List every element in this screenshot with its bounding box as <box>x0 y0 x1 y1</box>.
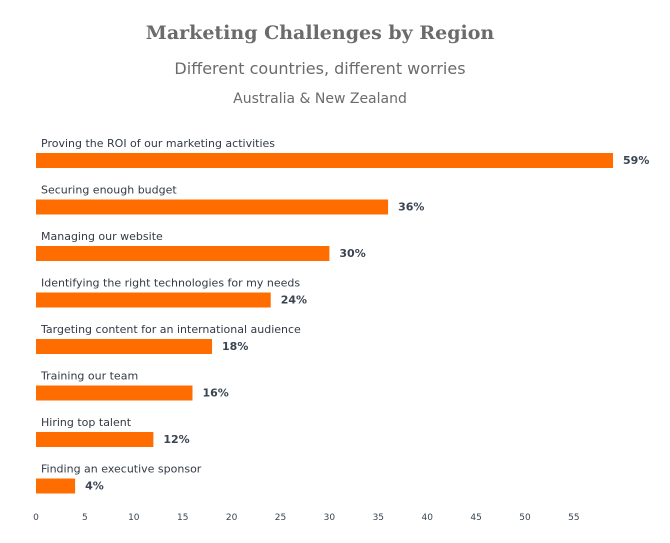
bar <box>36 292 271 308</box>
x-tick-label: 0 <box>33 513 39 523</box>
category-label: Finding an executive sponsor <box>41 463 202 476</box>
x-tick-label: 5 <box>82 513 88 523</box>
category-label: Securing enough budget <box>41 184 177 197</box>
category-label: Identifying the right technologies for m… <box>41 277 300 290</box>
value-label: 12% <box>163 433 189 446</box>
bar <box>36 153 614 168</box>
bar <box>36 385 193 401</box>
category-label: Targeting content for an international a… <box>40 323 301 336</box>
category-label: Proving the ROI of our marketing activit… <box>41 137 275 150</box>
x-tick-label: 10 <box>128 513 140 523</box>
value-label: 16% <box>202 387 228 400</box>
chart-region-label: Australia & New Zealand <box>233 91 407 107</box>
value-label: 18% <box>222 340 248 353</box>
bar <box>36 246 330 261</box>
x-tick-label: 50 <box>519 513 531 523</box>
chart-title: Marketing Challenges by Region <box>145 22 495 44</box>
bar <box>36 478 76 494</box>
x-tick-label: 20 <box>226 513 238 523</box>
x-tick-label: 45 <box>470 513 481 523</box>
value-label: 36% <box>398 201 424 214</box>
x-tick-label: 30 <box>324 513 336 523</box>
category-label: Training our team <box>40 370 138 383</box>
value-label: 59% <box>623 154 649 167</box>
x-tick-label: 25 <box>275 513 286 523</box>
bar <box>36 199 389 215</box>
x-tick-label: 55 <box>568 513 579 523</box>
chart-subtitle: Different countries, different worries <box>174 59 466 78</box>
bar <box>36 339 213 354</box>
category-label: Hiring top talent <box>41 416 132 429</box>
value-label: 30% <box>339 247 365 260</box>
x-tick-label: 40 <box>421 513 433 523</box>
value-label: 4% <box>85 480 104 493</box>
category-label: Managing our website <box>41 230 163 243</box>
value-label: 24% <box>281 294 307 307</box>
x-tick-label: 35 <box>373 513 384 523</box>
bar <box>36 432 154 447</box>
x-tick-label: 15 <box>177 513 188 523</box>
